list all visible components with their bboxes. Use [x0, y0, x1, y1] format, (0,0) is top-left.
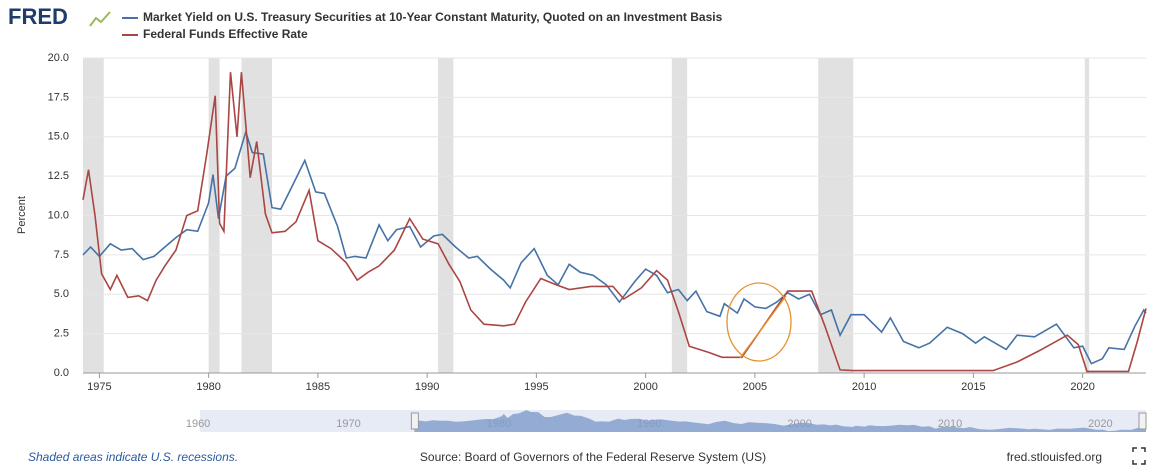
x-tick-label: 1985 [306, 381, 330, 393]
y-tick-label: 20.0 [48, 52, 69, 64]
y-axis-label: Percent [16, 196, 28, 234]
annotation-line [739, 295, 787, 359]
series-line [82, 72, 1147, 373]
x-tick-label: 2005 [743, 381, 767, 393]
legend-label: Federal Funds Effective Rate [143, 27, 308, 41]
y-tick-label: 0.0 [54, 367, 69, 379]
x-tick-label: 2020 [1070, 381, 1094, 393]
y-tick-label: 2.5 [54, 328, 69, 340]
y-tick-label: 17.5 [48, 91, 69, 103]
x-tick-label: 2010 [852, 381, 876, 393]
x-tick-label: 1975 [87, 381, 111, 393]
x-tick-label: 1995 [524, 381, 548, 393]
navigator-area [414, 410, 1146, 432]
x-tick-label: 1990 [415, 381, 439, 393]
x-tick-label: 1980 [196, 381, 220, 393]
navigator-tick-label: 2020 [1088, 418, 1112, 430]
fullscreen-icon[interactable] [1132, 447, 1146, 465]
y-tick-label: 10.0 [48, 209, 69, 221]
x-tick-label: 2000 [633, 381, 657, 393]
source: Source: Board of Governors of the Federa… [420, 450, 766, 464]
y-tick-label: 15.0 [48, 131, 69, 143]
recession-note: Shaded areas indicate U.S. recessions. [28, 450, 238, 464]
site[interactable]: fred.stlouisfed.org [1007, 450, 1102, 464]
y-tick-label: 7.5 [54, 249, 69, 261]
navigator-handle[interactable] [410, 412, 419, 430]
legend-label: Market Yield on U.S. Treasury Securities… [143, 10, 723, 24]
logo-icon [89, 11, 111, 27]
logo: FRED [8, 4, 68, 29]
y-tick-label: 5.0 [54, 288, 69, 300]
x-tick-label: 2015 [961, 381, 985, 393]
navigator-handle[interactable] [1138, 412, 1147, 430]
series-line [82, 129, 1147, 365]
y-tick-label: 12.5 [48, 170, 69, 182]
plot-area: 0.0 2.5 5.0 7.5 10.0 12.5 15.0 17.5 20.0 1975 1980… [48, 52, 1147, 393]
navigator-tick-label: 1970 [336, 418, 360, 430]
navigator-tick-label: 1960 [186, 418, 210, 430]
annotation-circle [726, 282, 792, 362]
